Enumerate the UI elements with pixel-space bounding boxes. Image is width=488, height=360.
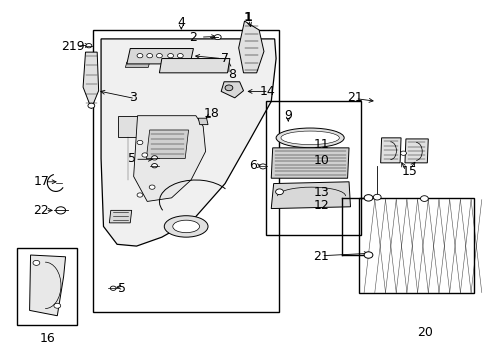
Text: 18: 18	[203, 107, 219, 120]
Circle shape	[214, 35, 221, 40]
Polygon shape	[159, 59, 229, 73]
Text: 219: 219	[61, 40, 85, 53]
Circle shape	[156, 54, 162, 58]
Circle shape	[167, 54, 173, 58]
Text: 14: 14	[260, 85, 275, 98]
Bar	[93, 30, 278, 312]
Polygon shape	[101, 39, 276, 246]
Text: 3: 3	[128, 91, 136, 104]
Polygon shape	[271, 182, 350, 208]
Polygon shape	[198, 118, 207, 125]
Polygon shape	[83, 52, 99, 109]
Circle shape	[146, 54, 152, 58]
Polygon shape	[221, 82, 243, 98]
Text: 7: 7	[221, 52, 228, 65]
Circle shape	[137, 140, 142, 145]
Circle shape	[137, 54, 142, 58]
Ellipse shape	[164, 216, 207, 237]
Text: 1: 1	[244, 11, 252, 24]
Text: 2: 2	[189, 31, 197, 44]
Circle shape	[259, 164, 266, 169]
Text: 16: 16	[40, 333, 55, 346]
Circle shape	[33, 260, 40, 265]
Ellipse shape	[276, 128, 344, 148]
Circle shape	[364, 195, 372, 201]
Text: 12: 12	[313, 198, 328, 212]
Polygon shape	[109, 210, 131, 223]
Text: 21: 21	[313, 250, 328, 263]
Text: 15: 15	[401, 165, 417, 177]
Circle shape	[110, 286, 116, 291]
Polygon shape	[271, 148, 348, 178]
Text: 4: 4	[177, 16, 185, 29]
Ellipse shape	[281, 131, 339, 145]
Text: 13: 13	[313, 186, 328, 199]
Circle shape	[54, 303, 61, 308]
Circle shape	[364, 252, 372, 258]
Bar	[358, 198, 473, 293]
Polygon shape	[126, 49, 193, 64]
Text: 9: 9	[284, 109, 292, 122]
Circle shape	[86, 44, 92, 48]
Circle shape	[56, 207, 65, 214]
Text: 20: 20	[417, 327, 432, 339]
Circle shape	[400, 151, 406, 156]
Circle shape	[420, 196, 427, 202]
Circle shape	[372, 194, 380, 200]
Circle shape	[151, 163, 157, 168]
Circle shape	[149, 185, 155, 189]
Circle shape	[142, 153, 147, 157]
Circle shape	[88, 103, 95, 108]
Circle shape	[151, 156, 157, 160]
Polygon shape	[238, 21, 264, 73]
Ellipse shape	[172, 220, 199, 233]
Text: 21: 21	[347, 91, 363, 104]
Text: 5: 5	[127, 152, 135, 165]
Bar	[17, 248, 77, 325]
Circle shape	[177, 54, 183, 58]
Polygon shape	[404, 139, 427, 163]
Circle shape	[275, 189, 283, 195]
Polygon shape	[125, 62, 149, 67]
Text: 11: 11	[313, 138, 328, 151]
Text: 6: 6	[249, 159, 257, 172]
Polygon shape	[133, 116, 205, 202]
Text: 5: 5	[118, 283, 126, 296]
Polygon shape	[30, 255, 65, 316]
Circle shape	[224, 85, 232, 91]
Text: 10: 10	[313, 154, 328, 167]
Text: 17: 17	[33, 175, 49, 188]
Circle shape	[137, 193, 142, 197]
Text: 8: 8	[228, 68, 236, 81]
Polygon shape	[118, 116, 162, 137]
Polygon shape	[146, 130, 188, 158]
Bar	[266, 102, 361, 235]
Polygon shape	[380, 138, 400, 163]
Text: 22: 22	[33, 204, 49, 217]
